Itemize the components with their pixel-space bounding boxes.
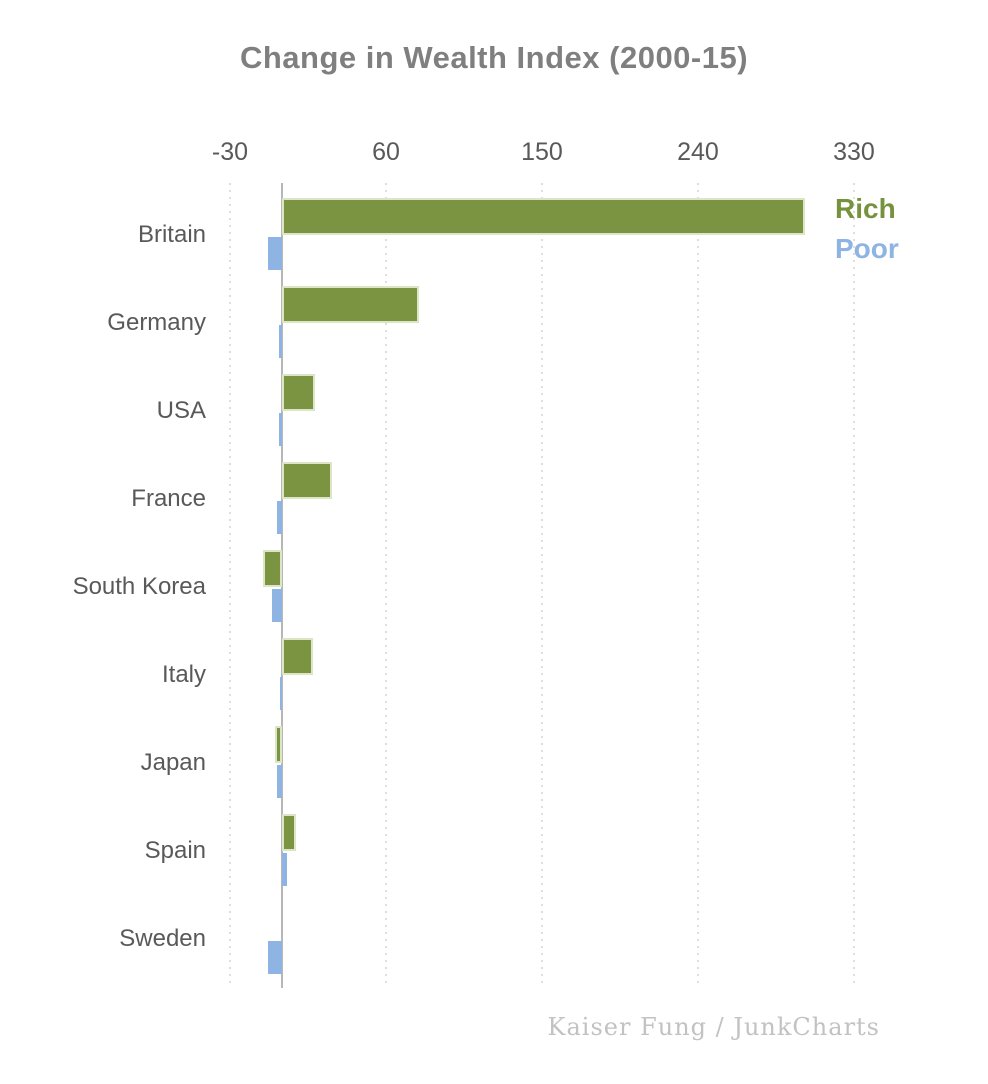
rich-bar-usa	[282, 374, 315, 411]
rich-bar-spain	[282, 814, 296, 851]
poor-bar-france	[276, 501, 282, 534]
gridline	[852, 183, 855, 988]
poor-bar-germany	[278, 325, 282, 358]
gridline	[540, 183, 543, 988]
poor-bar-spain	[282, 853, 288, 886]
gridline	[229, 183, 231, 988]
rich-bar-britain	[282, 198, 806, 235]
category-axis-line	[281, 183, 283, 988]
x-axis-tick-label: 240	[677, 138, 719, 166]
category-label: Britain	[137, 221, 206, 248]
x-axis-tick-label: 60	[372, 138, 400, 166]
category-label: Italy	[161, 661, 206, 688]
rich-bar-south-korea	[262, 550, 282, 587]
category-label: USA	[156, 397, 206, 424]
poor-bar-south-korea	[271, 589, 282, 622]
gridline	[384, 183, 387, 988]
category-label: Spain	[144, 837, 206, 864]
category-label: France	[131, 485, 206, 512]
rich-bar-germany	[282, 286, 419, 323]
category-label: Sweden	[119, 925, 206, 952]
chart-title: Change in Wealth Index (2000-15)	[239, 40, 749, 75]
gridline	[696, 183, 699, 988]
rich-bar-japan	[275, 726, 282, 763]
credit-text: Kaiser Fung / JunkCharts	[547, 1013, 880, 1041]
x-axis-tick-label: 150	[521, 138, 563, 166]
poor-bar-japan	[276, 765, 282, 798]
poor-bar-usa	[278, 413, 282, 446]
x-axis-tick-label: 330	[833, 138, 875, 166]
rich-bar-italy	[282, 638, 314, 675]
rich-bar-france	[282, 462, 333, 499]
category-label: Japan	[140, 749, 206, 776]
poor-bar-sweden	[268, 941, 282, 974]
x-axis-tick-label: -30	[211, 138, 249, 166]
category-label: South Korea	[72, 573, 206, 600]
poor-bar-britain	[268, 237, 282, 270]
legend-item-poor: Poor	[835, 233, 899, 264]
category-label: Germany	[107, 309, 206, 336]
poor-bar-italy	[280, 677, 282, 710]
legend-item-rich: Rich	[835, 193, 896, 224]
